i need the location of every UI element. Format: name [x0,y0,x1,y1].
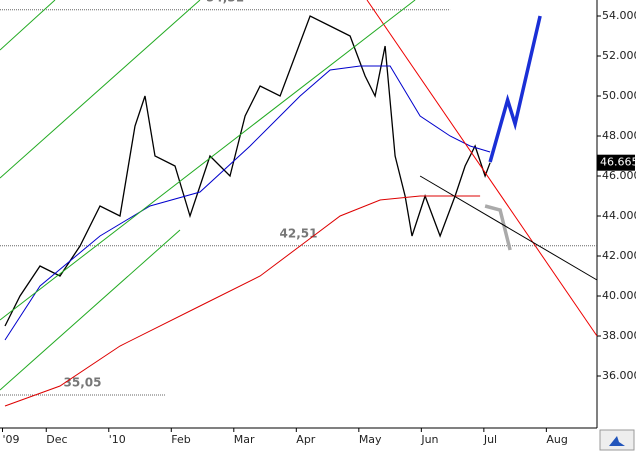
level-label: 42,51 [280,226,318,240]
x-tick-label: '10 [109,433,126,446]
y-tick-label: 54.000 [602,9,636,22]
x-tick-label: Jun [420,433,438,446]
x-tick-label: Aug [546,433,567,446]
x-tick-label: Feb [171,433,190,446]
series-line [0,0,416,321]
series-line [4,65,491,341]
x-tick-label: Mar [234,433,255,446]
corner-icon [609,436,625,446]
y-tick-label: 42.000 [602,249,636,262]
y-tick-label: 52.000 [602,49,636,62]
x-tick-label: '09 [3,433,20,446]
x-tick-label: Jul [483,433,497,446]
y-tick-label: 46.000 [602,169,636,182]
y-tick-label: 38.000 [602,329,636,342]
series-line [484,204,512,251]
y-tick-label: 36.000 [602,369,636,382]
y-tick-label: 40.000 [602,289,636,302]
series-line [419,175,598,281]
level-label: 54,31 [206,0,244,4]
series-line [488,15,542,163]
series-line [0,0,201,179]
series-line [0,229,181,391]
series-line [0,0,56,51]
series-line [4,195,481,407]
level-label: 35,05 [64,376,102,390]
last-price-label: 46.665 [600,156,636,169]
y-tick-label: 50.000 [602,89,636,102]
last-price-box [597,154,635,171]
series-line [366,0,598,337]
x-tick-label: Dec [46,433,67,446]
series-line [4,15,491,327]
y-tick-label: 44.000 [602,209,636,222]
y-tick-label: 48.000 [602,129,636,142]
x-tick-label: May [359,433,382,446]
x-tick-label: Apr [296,433,316,446]
